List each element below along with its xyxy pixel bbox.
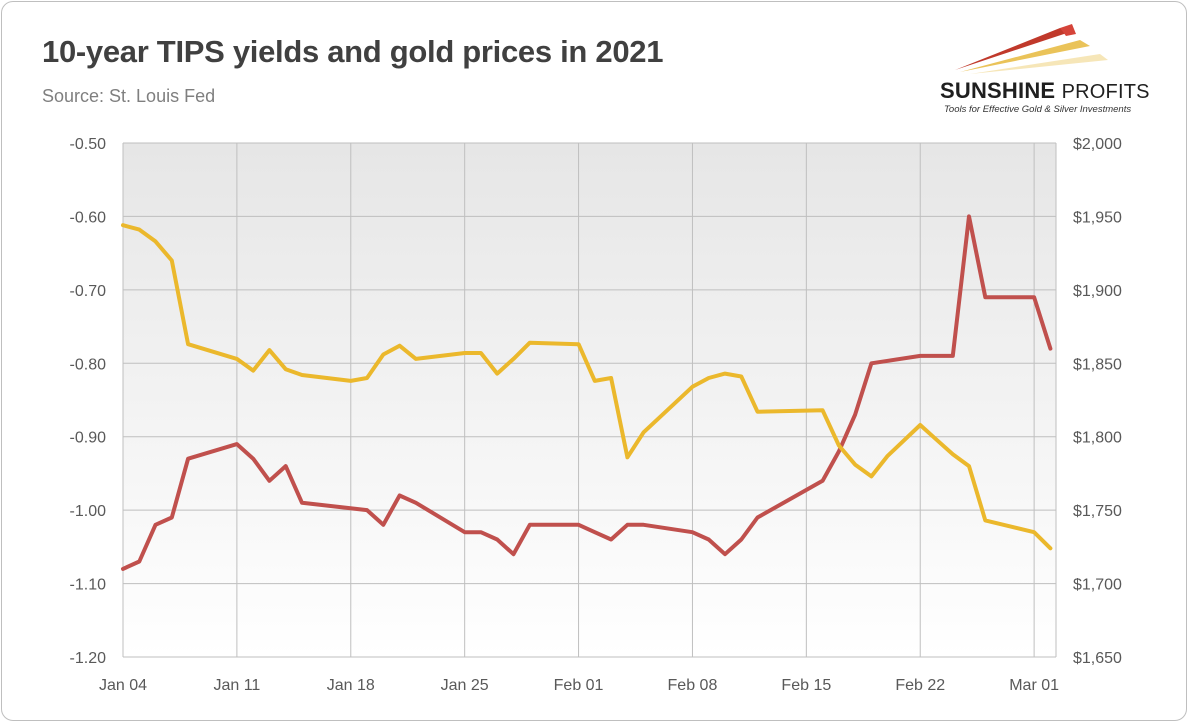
right-axis: $2,000 $1,950 $1,900 $1,850 $1,800 $1,750 $1,7… — [1073, 136, 1122, 667]
left-tick-label: -1.00 — [70, 503, 107, 520]
sunshine-profits-logo: SUNSHINE PROFITS Tools for Effective Gol… — [930, 20, 1180, 120]
x-axis: Jan 04 Jan 11 Jan 18 Jan 25 Feb 01 Feb 08 Feb … — [99, 677, 1059, 694]
x-tick-label: Mar 01 — [1009, 677, 1059, 694]
x-tick-label: Jan 25 — [441, 677, 489, 694]
x-tick-label: Feb 08 — [668, 677, 718, 694]
logo-name: SUNSHINE PROFITS — [940, 78, 1150, 103]
right-tick-label: $1,950 — [1073, 209, 1122, 226]
left-tick-label: -1.20 — [70, 650, 107, 667]
plot-area — [123, 143, 1056, 657]
right-tick-label: $1,700 — [1073, 577, 1122, 594]
gold-price-line — [121, 223, 1053, 551]
left-axis: -0.50 -0.60 -0.70 -0.80 -0.90 -1.00 -1.10 -1.20 — [70, 136, 107, 667]
logo-tagline: Tools for Effective Gold & Silver Invest… — [944, 104, 1132, 115]
x-tick-label: Jan 04 — [99, 677, 147, 694]
left-tick-label: -0.90 — [70, 430, 107, 447]
x-tick-label: Feb 01 — [554, 677, 604, 694]
left-tick-label: -0.60 — [70, 209, 107, 226]
logo-swoosh-icon — [955, 24, 1108, 74]
x-tick-label: Jan 18 — [327, 677, 375, 694]
left-tick-label: -0.80 — [70, 356, 107, 373]
chart-title: 10-year TIPS yields and gold prices in 2… — [42, 34, 664, 69]
right-tick-label: $2,000 — [1073, 136, 1122, 153]
tips-yield-line — [121, 214, 1053, 571]
x-tick-label: Feb 15 — [781, 677, 831, 694]
right-tick-label: $1,900 — [1073, 283, 1122, 300]
x-tick-label: Feb 22 — [895, 677, 945, 694]
x-tick-label: Jan 11 — [213, 677, 260, 694]
right-tick-label: $1,750 — [1073, 503, 1122, 520]
left-tick-label: -0.70 — [70, 283, 107, 300]
series-group — [121, 214, 1053, 571]
right-tick-label: $1,650 — [1073, 650, 1122, 667]
chart-source: Source: St. Louis Fed — [42, 86, 216, 106]
left-tick-label: -1.10 — [70, 577, 107, 594]
right-tick-label: $1,850 — [1073, 356, 1122, 373]
left-tick-label: -0.50 — [70, 136, 107, 153]
right-tick-label: $1,800 — [1073, 430, 1122, 447]
